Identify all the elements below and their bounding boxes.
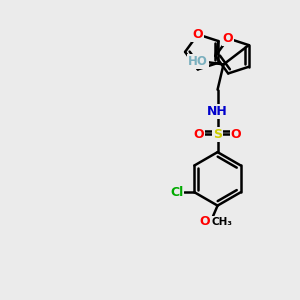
Text: O: O <box>223 32 233 45</box>
Text: O: O <box>193 28 203 41</box>
Text: O: O <box>199 215 209 229</box>
Text: HO: HO <box>188 55 208 68</box>
Text: S: S <box>213 128 222 141</box>
Text: NH: NH <box>207 106 228 118</box>
Text: Cl: Cl <box>170 186 183 199</box>
Text: CH₃: CH₃ <box>212 217 233 227</box>
Text: O: O <box>194 128 204 141</box>
Text: O: O <box>231 128 241 141</box>
